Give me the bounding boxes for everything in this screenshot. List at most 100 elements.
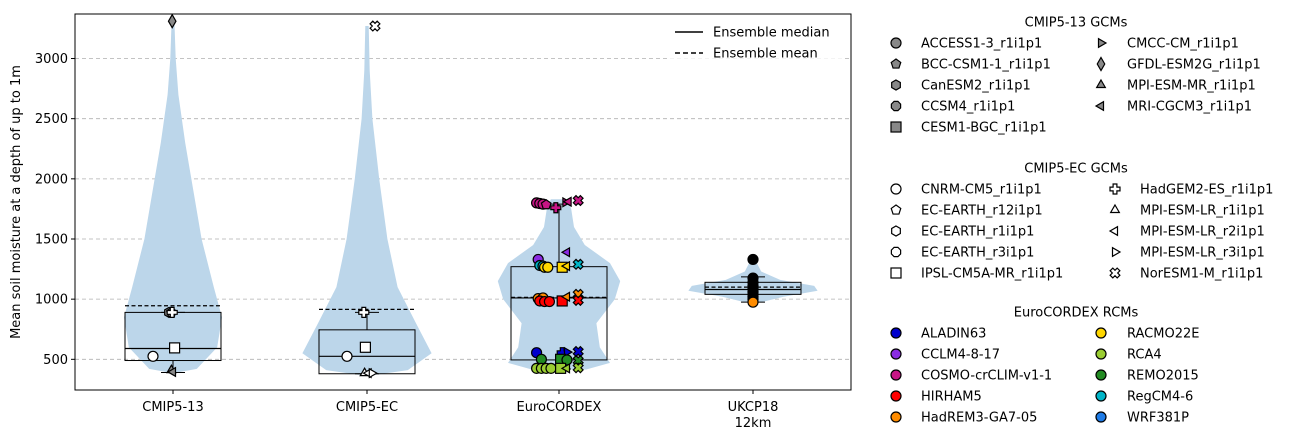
legend-marker [1108, 225, 1119, 237]
legend-label: CCLM4-8-17 [921, 348, 1000, 363]
legend-marker [1109, 183, 1121, 195]
data-point [572, 194, 584, 207]
data-point [572, 258, 584, 270]
legend-label: RegCM4-6 [1127, 390, 1193, 405]
data-point [563, 346, 574, 358]
legend-marker [1109, 203, 1121, 214]
data-point [562, 196, 572, 208]
legend-marker [1095, 369, 1107, 381]
data-point [747, 253, 759, 266]
violin-body [302, 26, 432, 375]
legend-label: HadGEM2-ES_r1i1p1 [1140, 183, 1273, 198]
data-point [368, 367, 379, 379]
legend-marker [1095, 411, 1107, 423]
data-point [572, 345, 584, 358]
legend-marker [1109, 267, 1121, 279]
data-point [560, 362, 571, 374]
legend-label: MPI-ESM-LR_r1i1p1 [1140, 204, 1265, 219]
data-point [169, 342, 181, 354]
y-axis-label: Mean soil moisture at a depth of up to 1… [9, 65, 24, 339]
legend-label: MPI-ESM-MR_r1i1p1 [1127, 79, 1256, 94]
x-tick-label: UKCP18 [728, 400, 779, 415]
legend-marker [1094, 100, 1105, 112]
data-point [359, 341, 371, 353]
data-point [166, 306, 178, 318]
legend-marker [890, 37, 902, 49]
legend-label: CanESM2_r1i1p1 [921, 79, 1031, 94]
legend-marker [891, 225, 901, 237]
legend-label: IPSL-CM5A-MR_r1i1p1 [921, 267, 1063, 282]
legend-marker [1095, 78, 1107, 89]
legend-marker [890, 327, 902, 339]
legend-label: COSMO-crCLIM-v1-1 [921, 369, 1052, 384]
legend-marker [1111, 246, 1122, 258]
legend-marker [890, 183, 902, 195]
legend-group-title: CMIP5-13 GCMs [1025, 16, 1128, 31]
data-point [560, 291, 571, 303]
legend-marker [890, 411, 902, 423]
legend-marker [890, 267, 902, 279]
data-point [358, 306, 370, 318]
line-legend-box [668, 20, 844, 66]
legend-label: CMCC-CM_r1i1p1 [1127, 37, 1239, 52]
model-points [147, 13, 759, 379]
data-point [166, 366, 177, 378]
line-legend-label: Ensemble mean [713, 47, 818, 62]
data-point [550, 202, 562, 214]
line-legend-label: Ensemble median [713, 26, 830, 41]
legend-label: MRI-CGCM3_r1i1p1 [1127, 100, 1252, 115]
legend-label: NorESM1-M_r1i1p1 [1140, 267, 1263, 282]
legend-group: CMIP5-13 GCMs ACCESS1-3_r1i1p1 BCC-CSM1-1_… [890, 16, 1261, 136]
data-point [545, 362, 557, 374]
legend-marker [890, 100, 902, 112]
violin-body [497, 199, 621, 370]
violin-body [124, 21, 222, 373]
legend-label: HadREM3-GA7-05 [921, 411, 1037, 426]
data-point [560, 260, 571, 272]
y-tick-label: 2000 [35, 172, 68, 187]
legend-label: RACMO22E [1127, 327, 1199, 342]
data-point [543, 295, 556, 308]
legend-label: ALADIN63 [921, 327, 986, 342]
x-tick-label: CMIP5-EC [336, 400, 398, 415]
legend-label: ACCESS1-3_r1i1p1 [921, 37, 1042, 52]
legend-group: CMIP5-EC GCMs CNRM-CM5_r1i1p1 EC-EARTH_r12… [890, 162, 1273, 282]
violins [124, 21, 818, 375]
legend-label: CNRM-CM5_r1i1p1 [921, 183, 1042, 198]
legend-label: GFDL-ESM2G_r1i1p1 [1127, 58, 1261, 73]
data-point [341, 350, 353, 362]
legend-marker [1095, 348, 1107, 360]
data-point [560, 246, 571, 258]
legend-label: MPI-ESM-LR_r3i1p1 [1140, 246, 1265, 261]
legend-group: EuroCORDEX RCMs ALADIN63 CCLM4-8-17 COSMO-c… [890, 306, 1199, 426]
legend-marker [891, 79, 901, 91]
legend-marker [890, 348, 902, 360]
marker-legend: CMIP5-13 GCMs ACCESS1-3_r1i1p1 BCC-CSM1-1_… [890, 16, 1273, 426]
y-tick-label: 3000 [35, 52, 68, 67]
legend-marker [890, 246, 902, 258]
legend-label: CESM1-BGC_r1i1p1 [921, 121, 1047, 136]
legend-label: RCA4 [1127, 348, 1162, 363]
legend-label: BCC-CSM1-1_r1i1p1 [921, 58, 1051, 73]
data-point [147, 350, 159, 362]
data-point [572, 294, 584, 307]
y-tick-label: 500 [43, 353, 68, 368]
data-point [542, 261, 554, 273]
legend-marker [1095, 327, 1107, 339]
legend-group-title: CMIP5-EC GCMs [1024, 162, 1128, 177]
legend-group-title: EuroCORDEX RCMs [1014, 306, 1139, 321]
legend-label: EC-EARTH_r12i1p1 [921, 204, 1043, 219]
plot-frame [74, 13, 852, 391]
legend-label: EC-EARTH_r3i1p1 [921, 246, 1034, 261]
legend-marker [1097, 37, 1108, 49]
data-point [572, 362, 584, 374]
legend-label: CCSM4_r1i1p1 [921, 100, 1015, 115]
legend-marker [890, 204, 902, 215]
legend-marker [890, 58, 902, 69]
y-tick-label: 2500 [35, 112, 68, 127]
x-tick-label: EuroCORDEX [517, 400, 602, 415]
legend-marker [1095, 390, 1107, 402]
legend-marker [890, 121, 902, 133]
legend-label: WRF381P [1127, 411, 1189, 426]
